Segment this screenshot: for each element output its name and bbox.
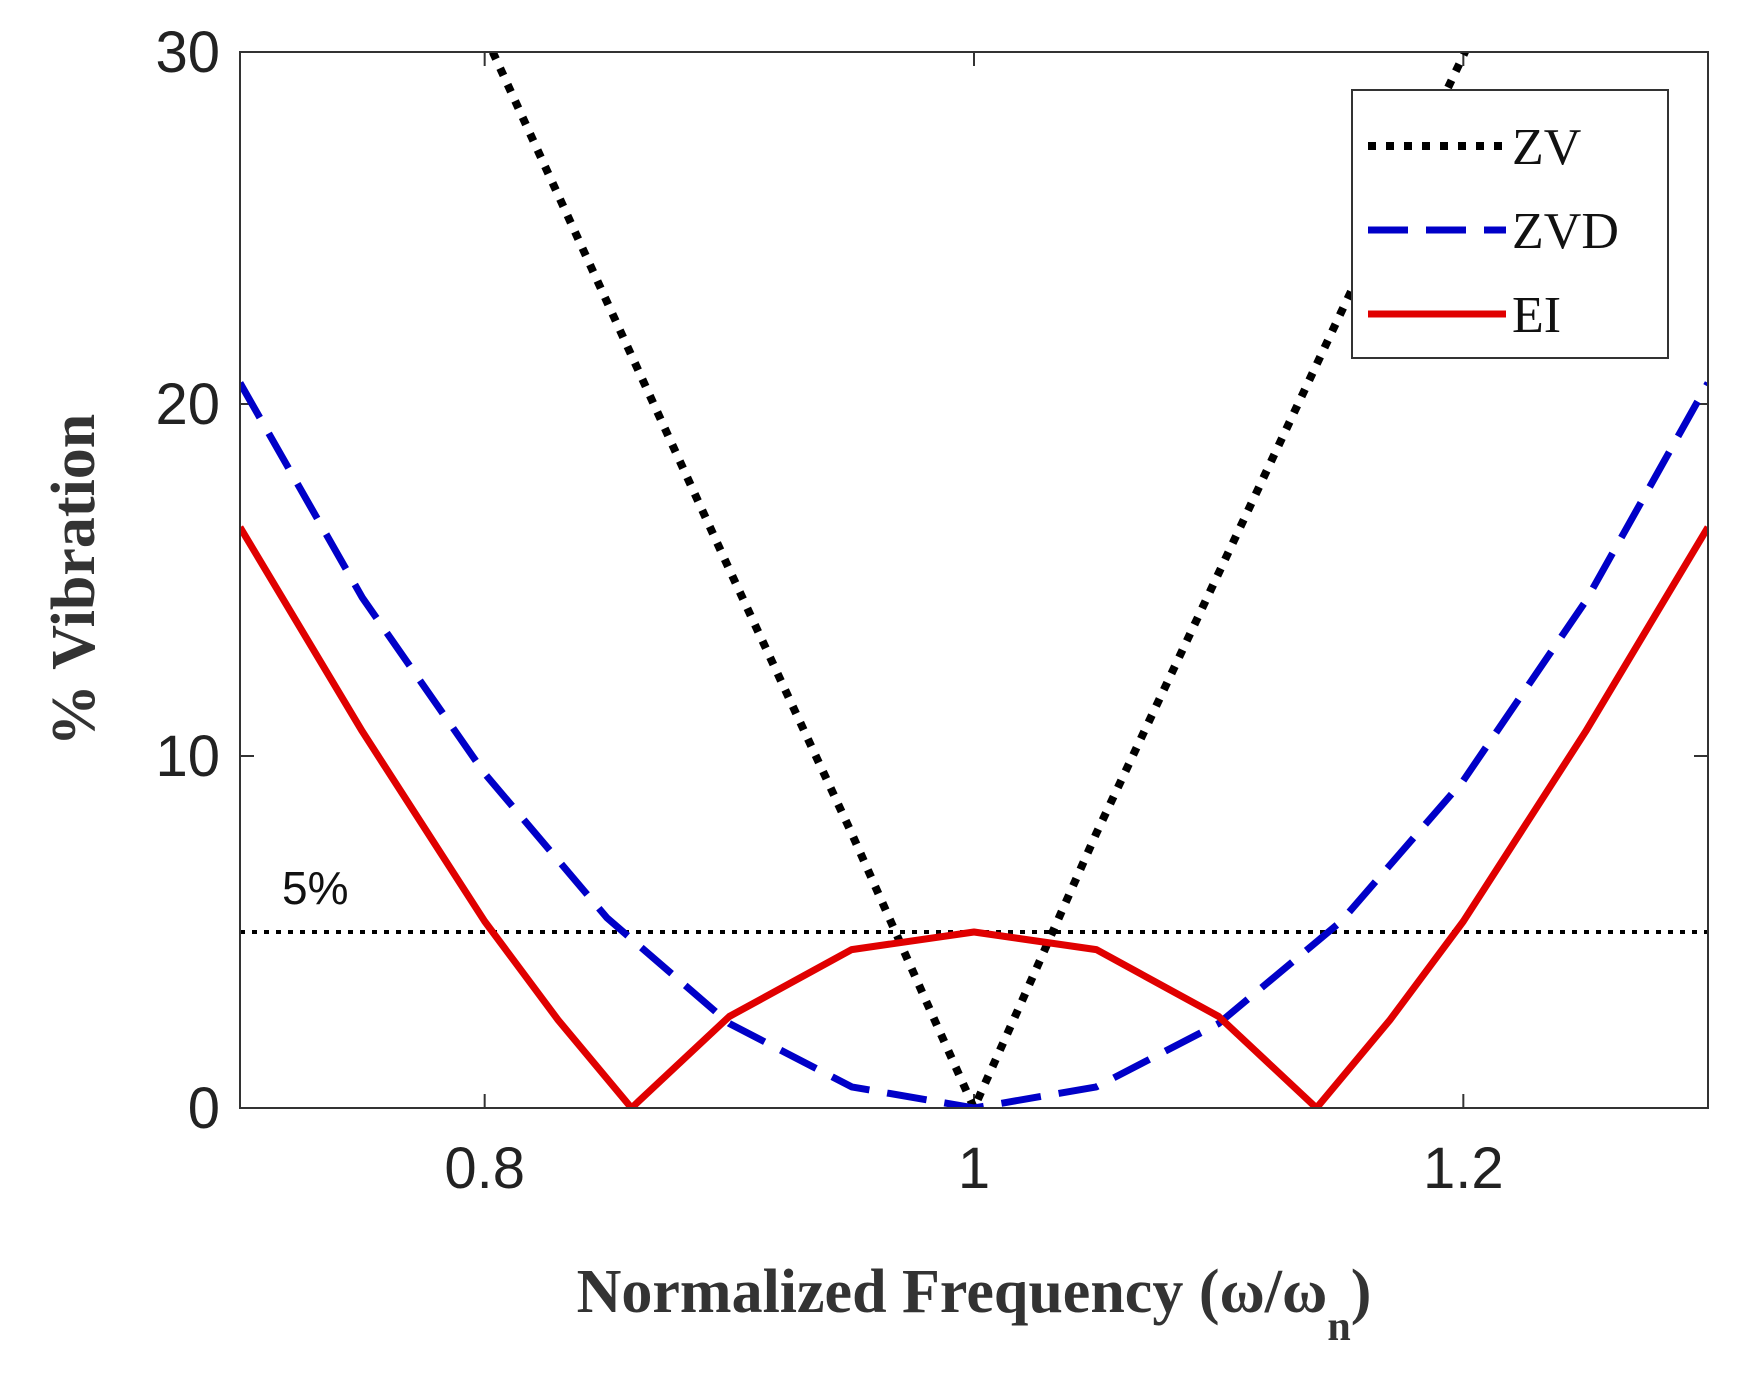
x-axis-title-close: ) (1351, 1258, 1372, 1326)
legend-label-zv: ZV (1512, 119, 1581, 176)
y-tick-label: 20 (155, 372, 220, 437)
y-tick-label: 0 (188, 1076, 220, 1141)
plot-frame (239, 51, 1709, 1109)
x-axis-title: Normalized Frequency (ω/ωn) (577, 1258, 1372, 1350)
y-tick-label: 10 (155, 724, 220, 789)
series-line-zvd (240, 381, 1708, 1108)
legend-label-zvd: ZVD (1512, 203, 1619, 260)
x-axis-ticks: 0.8 1 1.2 (444, 52, 1504, 1201)
series-line-ei (240, 525, 1708, 1108)
x-axis-title-subscript: n (1327, 1304, 1350, 1350)
x-tick-label: 0.8 (444, 1136, 525, 1201)
y-axis-ticks: 0 10 20 30 (155, 20, 1708, 1141)
series-layer (240, 52, 1708, 1108)
x-tick-label: 1 (958, 1136, 990, 1201)
y-axis-title: % Vibration (40, 414, 108, 746)
series-line-zv (488, 52, 1470, 1108)
reference-line-label: 5% (282, 862, 348, 914)
x-tick-label: 1.2 (1423, 1136, 1504, 1201)
legend-label-ei: EI (1512, 287, 1561, 344)
y-tick-label: 30 (155, 20, 220, 85)
legend-box (1351, 89, 1669, 359)
legend: ZV ZVD EI (1351, 89, 1669, 359)
x-axis-title-main: Normalized Frequency (ω/ω (577, 1258, 1328, 1326)
